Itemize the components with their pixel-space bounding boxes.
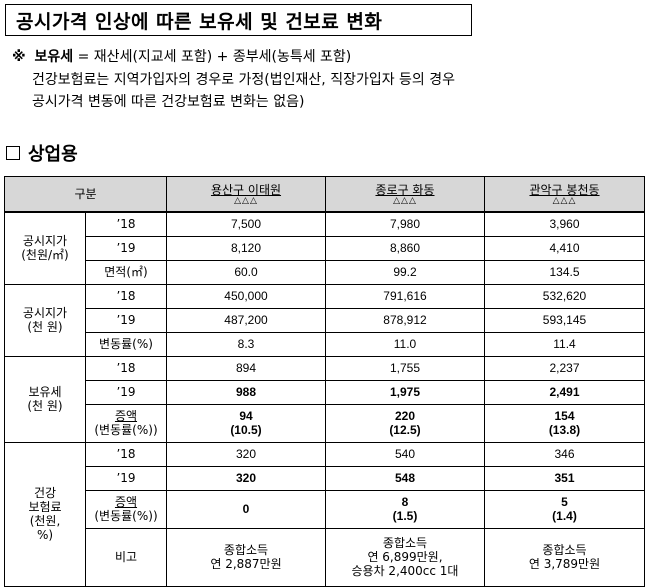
note-mark: ※ <box>12 49 26 65</box>
cell: 878,912 <box>325 307 485 333</box>
table-row: 공시지가 (천 원) ’18 450,000 791,616 532,620 <box>4 283 645 357</box>
header-label: 구분 <box>4 176 167 213</box>
cell: 3,960 <box>484 211 645 237</box>
cell: 593,145 <box>484 307 645 333</box>
cell: 4,410 <box>484 235 645 261</box>
cell: 7,980 <box>325 211 485 237</box>
data-table: 구분 용산구 이태원 △△△ 종로구 화동 △△△ 관악구 봉천동 △△△ 공시지가(… <box>4 176 645 587</box>
cell: 2,237 <box>484 355 645 381</box>
cell: 5 (1.4) <box>484 489 645 529</box>
row-label: 증액 (변동률(%)) <box>85 489 167 529</box>
table-row: 비고 종합소득 연 2,887만원 종합소득 연 6,899만원, 승용차 2,400… <box>5 527 645 587</box>
section-title: 상업용 <box>28 144 78 165</box>
cell: 8,120 <box>166 235 326 261</box>
header-col-1: 용산구 이태원 △△△ <box>166 176 326 213</box>
note-line-3: 공시가격 변동에 따른 건강보험료 변화는 없음) <box>32 94 305 110</box>
cell: 540 <box>325 441 485 467</box>
remark-cell: 종합소득 연 3,789만원 <box>484 527 645 587</box>
square-bullet-icon <box>6 146 20 160</box>
row-label: 변동률(%) <box>85 331 167 357</box>
cell: 154 (13.8) <box>484 403 645 443</box>
cell: 487,200 <box>166 307 326 333</box>
table-row: 보유세 (천 원) ’18 894 1,755 2,237 <box>4 355 645 443</box>
cell: 351 <box>484 465 645 491</box>
group-tax: 보유세 (천 원) <box>4 355 86 443</box>
row-label: 증액 (변동률(%)) <box>85 403 167 443</box>
cell: 99.2 <box>325 259 485 285</box>
cell: 220 (12.5) <box>325 403 485 443</box>
row-label: ’19 <box>85 235 167 261</box>
table-row: 증액 (변동률(%)) 94 (10.5) 220 (12.5) 154 (13.8) <box>5 403 645 443</box>
cell: 894 <box>166 355 326 381</box>
table-row: 건강 보험료 (천원,%) ’18 320 540 346 <box>4 441 645 587</box>
cell: 60.0 <box>166 259 326 285</box>
cell: 134.5 <box>484 259 645 285</box>
cell: 94 (10.5) <box>166 403 326 443</box>
cell: 320 <box>166 465 326 491</box>
cell: 450,000 <box>166 283 326 309</box>
group-health: 건강 보험료 (천원,%) <box>4 441 86 587</box>
cell: 988 <box>166 379 326 405</box>
page-title: 공시가격 인상에 따른 보유세 및 건보료 변화 <box>16 10 383 33</box>
cell: 548 <box>325 465 485 491</box>
table-header-row: 구분 용산구 이태원 △△△ 종로구 화동 △△△ 관악구 봉천동 △△△ <box>4 176 645 213</box>
row-label: ’18 <box>85 355 167 381</box>
section-heading: 상업용 <box>6 140 78 166</box>
cell: 11.0 <box>325 331 485 357</box>
group-price: 공시지가 (천 원) <box>4 283 86 357</box>
note-line-2: 건강보험료는 지역가입자의 경우로 가정(법인재산, 직장가입자 등의 경우 <box>32 72 456 88</box>
cell: 0 <box>166 489 326 529</box>
row-label: ’19 <box>85 307 167 333</box>
table-row: 면적(㎡) 60.0 99.2 134.5 <box>5 259 645 285</box>
cell: 346 <box>484 441 645 467</box>
cell: 2,491 <box>484 379 645 405</box>
remark-cell: 종합소득 연 2,887만원 <box>166 527 326 587</box>
note-line-1: ※ 보유세 = 재산세(지교세 포함) + 종부세(농특세 포함) <box>12 46 351 66</box>
note-tax-term: 보유세 <box>34 49 74 65</box>
cell: 1,975 <box>325 379 485 405</box>
row-label: ’18 <box>85 211 167 237</box>
cell: 7,500 <box>166 211 326 237</box>
title-box: 공시가격 인상에 따른 보유세 및 건보료 변화 <box>5 4 472 36</box>
row-label: 비고 <box>85 527 167 587</box>
cell: 8.3 <box>166 331 326 357</box>
cell: 791,616 <box>325 283 485 309</box>
remark-cell: 종합소득 연 6,899만원, 승용차 2,400cc 1대 <box>325 527 485 587</box>
cell: 8 (1.5) <box>325 489 485 529</box>
table-row: ’19 320 548 351 <box>5 465 645 491</box>
table-row: 증액 (변동률(%)) 0 8 (1.5) 5 (1.4) <box>5 489 645 529</box>
cell: 320 <box>166 441 326 467</box>
cell: 11.4 <box>484 331 645 357</box>
note-tax-formula: = 재산세(지교세 포함) + 종부세(농특세 포함) <box>77 49 352 65</box>
table-row: 공시지가 (천원/㎡) ’18 7,500 7,980 3,960 <box>4 211 645 285</box>
table-row: 변동률(%) 8.3 11.0 11.4 <box>5 331 645 357</box>
row-label: ’19 <box>85 379 167 405</box>
row-label: ’19 <box>85 465 167 491</box>
row-label: 면적(㎡) <box>85 259 167 285</box>
cell: 1,755 <box>325 355 485 381</box>
header-col-3: 관악구 봉천동 △△△ <box>484 176 645 213</box>
cell: 532,620 <box>484 283 645 309</box>
table-row: ’19 988 1,975 2,491 <box>5 379 645 405</box>
cell: 8,860 <box>325 235 485 261</box>
group-land: 공시지가 (천원/㎡) <box>4 211 86 285</box>
row-label: ’18 <box>85 441 167 467</box>
row-label: ’18 <box>85 283 167 309</box>
table-row: ’19 487,200 878,912 593,145 <box>5 307 645 333</box>
table-row: ’19 8,120 8,860 4,410 <box>5 235 645 261</box>
header-col-2: 종로구 화동 △△△ <box>325 176 485 213</box>
